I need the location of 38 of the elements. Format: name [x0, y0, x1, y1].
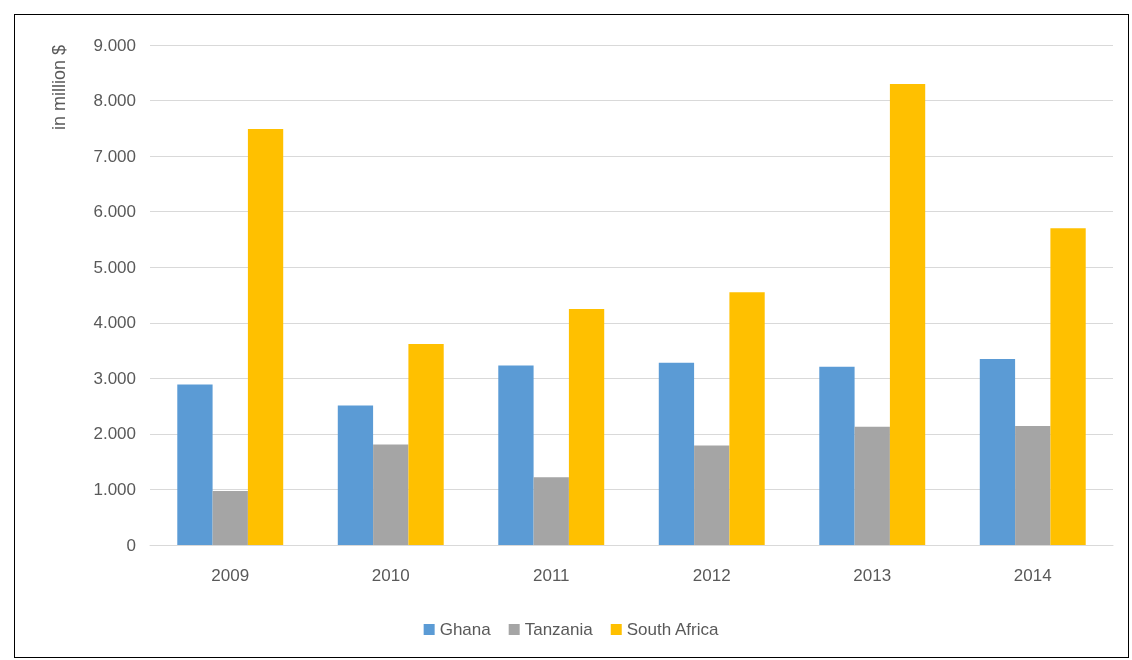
x-tick-label: 2011	[532, 566, 570, 585]
bar	[177, 384, 213, 545]
y-tick-label: 0	[126, 535, 136, 555]
bar	[658, 362, 695, 545]
bar	[568, 308, 605, 545]
bar	[979, 358, 1016, 545]
x-tick-label: 2009	[211, 566, 250, 585]
bar	[889, 83, 926, 545]
x-tick-label: 2013	[853, 566, 892, 585]
y-axis-title: in million $	[49, 45, 69, 131]
y-tick-label: 5.000	[93, 257, 136, 277]
y-tick-label: 6.000	[93, 202, 136, 222]
bar	[247, 128, 284, 545]
y-tick-label: 4.000	[93, 313, 136, 333]
x-tick-label: 2010	[371, 566, 410, 585]
y-tick-label: 1.000	[93, 479, 136, 499]
legend-label: Tanzania	[524, 620, 594, 639]
bar	[337, 405, 374, 545]
bar	[212, 491, 248, 545]
bar	[408, 343, 444, 545]
bar	[498, 365, 534, 545]
bar	[819, 366, 855, 545]
y-tick-label: 2.000	[93, 424, 136, 444]
y-tick-label: 8.000	[93, 91, 136, 111]
bar	[729, 292, 765, 545]
bar	[694, 445, 730, 545]
bar	[854, 426, 890, 545]
legend-label: South Africa	[626, 620, 719, 639]
bar	[533, 477, 569, 545]
bar	[1015, 426, 1051, 545]
x-tick-label: 2014	[1013, 566, 1052, 585]
bar	[1050, 228, 1086, 545]
legend-label: Ghana	[439, 620, 492, 639]
y-tick-label: 7.000	[93, 146, 136, 166]
y-tick-label: 3.000	[93, 368, 136, 388]
y-tick-label: 9.000	[93, 35, 136, 55]
x-tick-label: 2012	[692, 566, 731, 585]
bar	[373, 444, 409, 545]
